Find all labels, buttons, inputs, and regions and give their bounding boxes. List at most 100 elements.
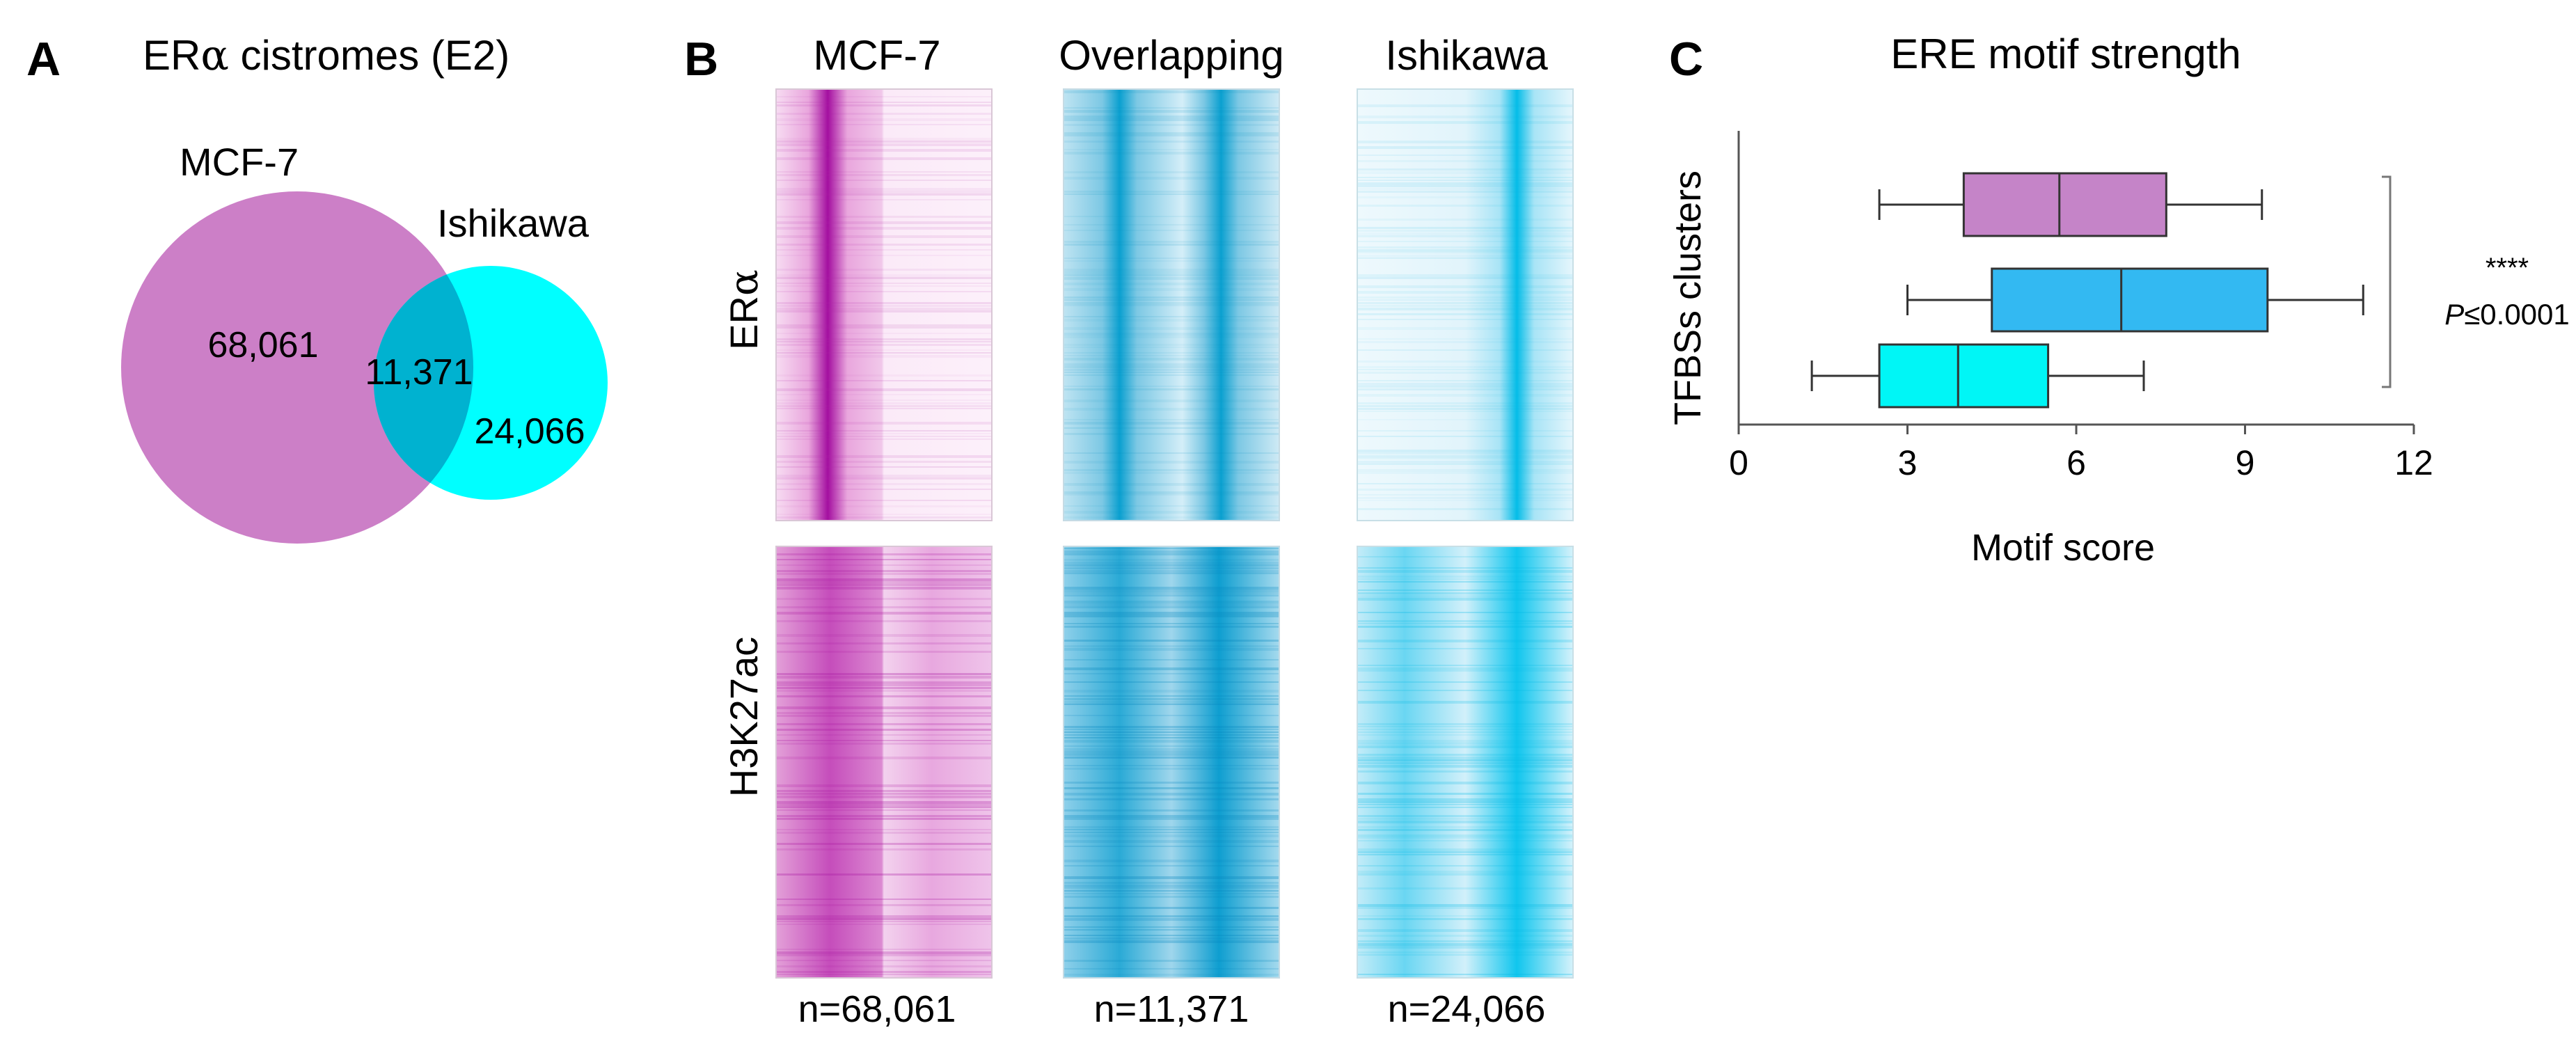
heatmap-row-texture bbox=[1064, 193, 1279, 195]
heatmap-row-texture bbox=[1064, 327, 1279, 330]
heatmap-row-texture bbox=[777, 188, 991, 191]
heatmap-row-texture bbox=[1358, 341, 1572, 343]
heatmap-row-texture bbox=[1064, 564, 1279, 567]
heatmap-row-texture bbox=[1358, 305, 1572, 307]
heatmap-row-texture bbox=[1064, 419, 1279, 420]
heatmap-row-texture bbox=[1358, 826, 1572, 828]
heatmap-row-texture bbox=[1064, 754, 1279, 756]
heatmap-row-texture bbox=[1064, 516, 1279, 519]
heatmap-row-texture bbox=[1064, 344, 1279, 346]
heatmap-row-texture bbox=[1064, 260, 1279, 262]
x-ticks: 0 3 6 9 12 bbox=[1729, 425, 2433, 482]
era-prefix: ER bbox=[722, 296, 766, 350]
heatmap-row-texture bbox=[1064, 135, 1279, 136]
heatmap-row-texture bbox=[1358, 430, 1572, 432]
heatmap-row-texture bbox=[1064, 826, 1279, 828]
venn-label-mcf7: MCF-7 bbox=[180, 140, 299, 184]
heatmap-row-texture bbox=[1358, 801, 1572, 803]
heatmap-row-texture bbox=[777, 305, 991, 307]
heatmap-row-texture bbox=[1064, 570, 1279, 573]
heatmap-row-texture bbox=[777, 455, 991, 458]
heatmap-row-texture bbox=[777, 971, 991, 973]
heatmap-row-texture bbox=[777, 483, 991, 485]
panel-c: C ERE motif strength TFBSs clusters Moti… bbox=[1667, 31, 2570, 569]
x-tick-label: 9 bbox=[2236, 443, 2255, 482]
heatmap-row-texture bbox=[1358, 277, 1572, 279]
heatmap-row-texture bbox=[777, 924, 991, 925]
heatmap-row-texture bbox=[1358, 729, 1572, 730]
heatmap-row-texture bbox=[1358, 338, 1572, 340]
heatmap-row-texture bbox=[1064, 603, 1279, 606]
heatmap-row-texture bbox=[777, 612, 991, 615]
heatmap-row-texture bbox=[777, 796, 991, 798]
panel-b-letter: B bbox=[684, 33, 718, 86]
heatmap-row-texture bbox=[1064, 840, 1279, 843]
heatmap-row-texture bbox=[1358, 291, 1572, 294]
heatmap-row-texture bbox=[1358, 690, 1572, 691]
heatmap-row-texture bbox=[1358, 255, 1572, 258]
heatmap-row-texture bbox=[1064, 548, 1279, 549]
heatmap-row-texture bbox=[1064, 241, 1279, 243]
heatmap-row-texture bbox=[1064, 177, 1279, 180]
heatmap-row-texture bbox=[1358, 598, 1572, 601]
heatmap-row-texture bbox=[1064, 587, 1279, 590]
heatmap-row-texture bbox=[1358, 887, 1572, 889]
heatmap-stripes bbox=[1358, 556, 1572, 975]
heatmap-row-texture bbox=[777, 104, 991, 106]
heatmap-row-texture bbox=[1358, 873, 1572, 876]
heatmap-row-texture bbox=[1064, 305, 1279, 306]
heatmap-row-texture bbox=[777, 832, 991, 834]
heatmap-row-texture bbox=[1064, 935, 1279, 936]
heatmap-row-texture bbox=[1358, 227, 1572, 229]
heatmap-row-texture bbox=[777, 227, 991, 230]
heatmap-row-texture bbox=[1358, 578, 1572, 580]
heatmap-row-texture bbox=[777, 809, 991, 811]
heatmap-row-texture bbox=[1064, 809, 1279, 812]
heatmap-row-texture bbox=[777, 277, 991, 279]
heatmap-row-texture bbox=[1358, 508, 1572, 510]
heatmap-row-texture bbox=[1358, 620, 1572, 622]
heatmap-row-texture bbox=[1064, 288, 1279, 291]
heatmap-row-texture bbox=[1358, 670, 1572, 672]
heatmap-row-texture bbox=[777, 124, 991, 125]
heatmap-row-texture bbox=[1064, 505, 1279, 507]
x-tick-label: 0 bbox=[1729, 443, 1748, 482]
heatmap-row-texture bbox=[1064, 893, 1279, 894]
heatmap-row-texture bbox=[1064, 865, 1279, 867]
heatmap-row-texture bbox=[1064, 615, 1279, 617]
heatmap-row-texture bbox=[1358, 743, 1572, 745]
heatmap-row-texture bbox=[1064, 907, 1279, 909]
heatmap-row-texture bbox=[777, 642, 991, 644]
heatmap-row-texture bbox=[777, 430, 991, 432]
heatmap-row-texture bbox=[1358, 319, 1572, 320]
heatmap-row-texture bbox=[1064, 834, 1279, 837]
significance-bracket bbox=[2382, 175, 2392, 388]
heatmap-row-texture bbox=[1064, 116, 1279, 118]
heatmap-row-texture bbox=[1358, 782, 1572, 784]
heatmap-row-texture bbox=[1358, 191, 1572, 193]
heatmap-row-texture bbox=[777, 712, 991, 714]
heatmap-row-texture bbox=[1358, 815, 1572, 817]
heatmap-row-texture bbox=[777, 516, 991, 519]
heatmap-row-texture bbox=[1358, 570, 1572, 573]
heatmap-row-texture bbox=[1358, 383, 1572, 386]
heatmap-row-texture bbox=[777, 848, 991, 851]
heatmap-row-texture bbox=[1064, 408, 1279, 411]
heatmap-row-texture bbox=[1064, 319, 1279, 322]
heatmap-row-texture bbox=[777, 433, 991, 434]
heatmap-ishikawa-h3k27ac bbox=[1357, 546, 1574, 979]
heatmap-stripes bbox=[777, 553, 991, 975]
heatmap-row-texture bbox=[777, 587, 991, 590]
heatmap-row-texture bbox=[1064, 90, 1279, 93]
heatmap-row-texture bbox=[777, 374, 991, 377]
heatmap-row-texture bbox=[1064, 729, 1279, 730]
heatmap-row-texture bbox=[777, 573, 991, 575]
heatmap-row-texture bbox=[777, 570, 991, 572]
heatmap-row-texture bbox=[777, 394, 991, 395]
heatmap-row-texture bbox=[1064, 152, 1279, 155]
heatmap-row-texture bbox=[1064, 258, 1279, 259]
heatmap-row-texture bbox=[1064, 690, 1279, 693]
heatmap-row-texture bbox=[1358, 940, 1572, 942]
heatmap-row-texture bbox=[777, 581, 991, 584]
